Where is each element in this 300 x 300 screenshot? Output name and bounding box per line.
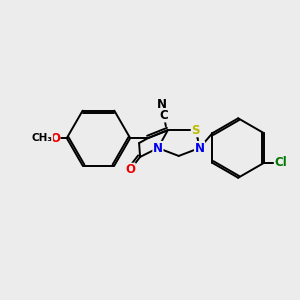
Text: N: N xyxy=(157,98,167,111)
Text: N: N xyxy=(153,142,163,154)
Text: N: N xyxy=(194,142,205,154)
Text: S: S xyxy=(191,124,200,137)
Text: C: C xyxy=(160,109,168,122)
Text: CH₃: CH₃ xyxy=(32,133,52,143)
Text: Cl: Cl xyxy=(274,156,287,170)
Text: O: O xyxy=(50,132,60,145)
Text: O: O xyxy=(125,163,135,176)
